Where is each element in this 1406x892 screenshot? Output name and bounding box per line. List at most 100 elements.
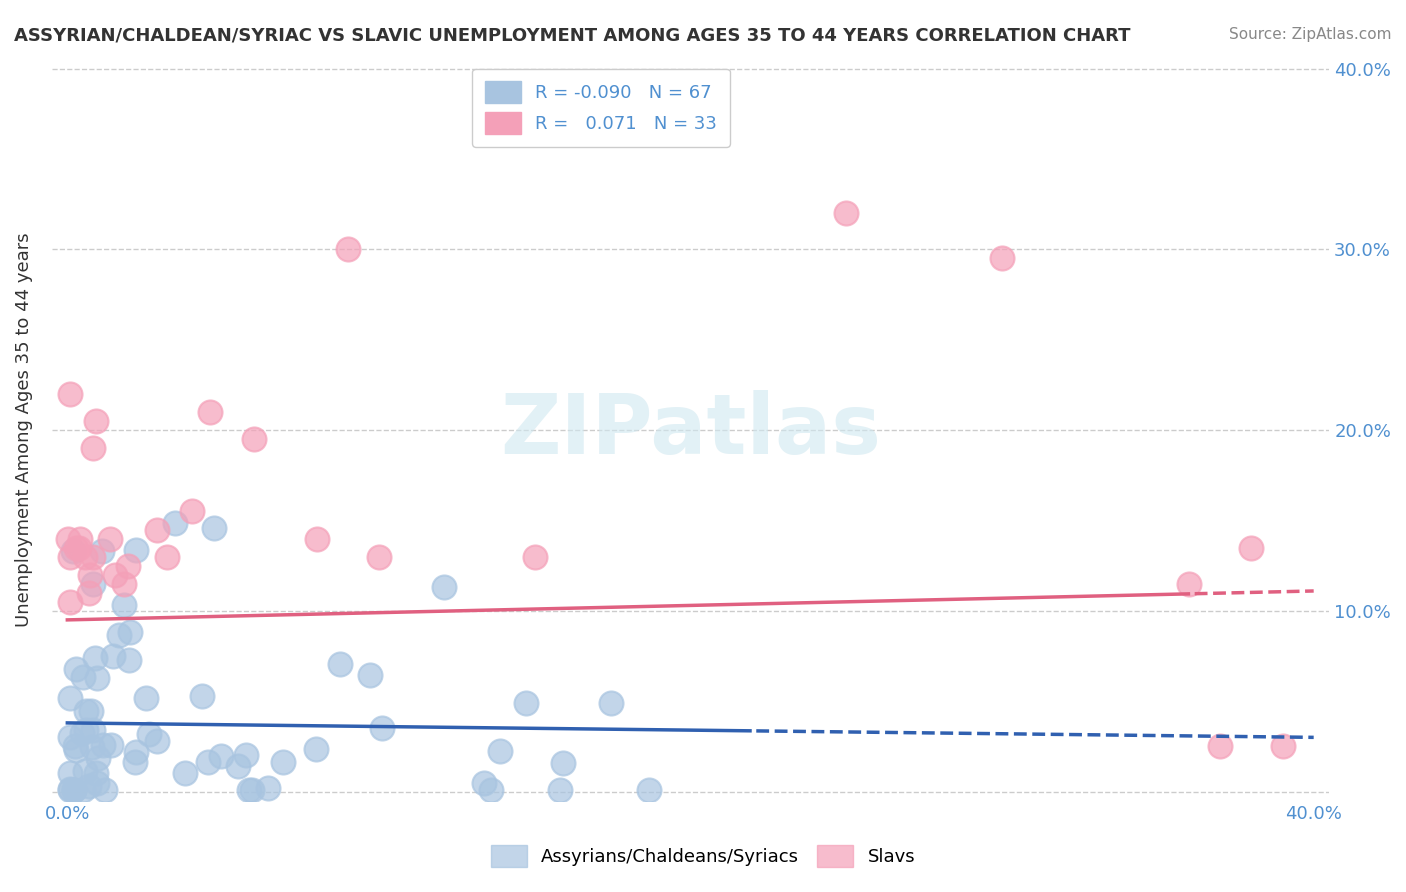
Point <box>202 521 225 535</box>
Point <box>146 523 169 537</box>
Point <box>368 549 391 564</box>
Y-axis label: Unemployment Among Ages 35 to 44 years: Unemployment Among Ages 35 to 44 years <box>15 233 32 627</box>
Point <box>67 541 90 555</box>
Point <box>69 532 91 546</box>
Point <box>65 743 87 757</box>
Point <box>238 782 260 797</box>
Point <box>551 756 574 770</box>
Point <box>82 577 104 591</box>
Point <box>101 649 124 664</box>
Point <box>100 738 122 752</box>
Text: Source: ZipAtlas.com: Source: ZipAtlas.com <box>1229 27 1392 42</box>
Point <box>104 567 127 582</box>
Point <box>58 532 80 546</box>
Point <box>1178 576 1201 591</box>
Point <box>240 782 263 797</box>
Point <box>70 726 93 740</box>
Point <box>124 755 146 769</box>
Point <box>191 689 214 703</box>
Point <box>600 696 623 710</box>
Point <box>637 782 659 797</box>
Point <box>1271 739 1294 754</box>
Point <box>84 651 107 665</box>
Point <box>86 775 108 789</box>
Point <box>481 782 503 797</box>
Point <box>181 504 204 518</box>
Point <box>59 690 82 705</box>
Point <box>118 653 141 667</box>
Point <box>489 744 512 758</box>
Point <box>271 755 294 769</box>
Point <box>75 723 97 737</box>
Point <box>243 432 266 446</box>
Point <box>336 243 359 257</box>
Point <box>80 704 103 718</box>
Point <box>59 387 82 401</box>
Point <box>63 739 86 754</box>
Point <box>59 595 82 609</box>
Point <box>87 750 110 764</box>
Point <box>86 672 108 686</box>
Point <box>98 532 121 546</box>
Point <box>59 731 82 745</box>
Point <box>371 721 394 735</box>
Point <box>305 742 328 756</box>
Point <box>82 723 104 738</box>
Point <box>75 704 97 718</box>
Point <box>91 738 114 752</box>
Point <box>62 543 84 558</box>
Point <box>173 765 195 780</box>
Point <box>112 598 135 612</box>
Point <box>226 759 249 773</box>
Point <box>63 782 86 797</box>
Point <box>1209 739 1232 754</box>
Point <box>198 405 221 419</box>
Point <box>515 696 537 710</box>
Point <box>72 782 94 797</box>
Point <box>135 691 157 706</box>
Point <box>472 776 495 790</box>
Point <box>256 780 278 795</box>
Point <box>90 544 112 558</box>
Point <box>65 662 87 676</box>
Point <box>209 748 232 763</box>
Point <box>523 549 546 564</box>
Legend: R = -0.090   N = 67, R =   0.071   N = 33: R = -0.090 N = 67, R = 0.071 N = 33 <box>472 69 730 147</box>
Point <box>235 748 257 763</box>
Point <box>94 782 117 797</box>
Point <box>138 727 160 741</box>
Point <box>329 657 352 672</box>
Point <box>73 764 96 779</box>
Point <box>59 782 82 797</box>
Point <box>117 558 139 573</box>
Point <box>197 755 219 769</box>
Point <box>82 549 104 564</box>
Point <box>77 586 100 600</box>
Legend: Assyrians/Chaldeans/Syriacs, Slavs: Assyrians/Chaldeans/Syriacs, Slavs <box>484 838 922 874</box>
Point <box>156 549 179 564</box>
Point <box>108 627 131 641</box>
Point <box>146 734 169 748</box>
Text: ASSYRIAN/CHALDEAN/SYRIAC VS SLAVIC UNEMPLOYMENT AMONG AGES 35 TO 44 YEARS CORREL: ASSYRIAN/CHALDEAN/SYRIAC VS SLAVIC UNEMP… <box>14 27 1130 45</box>
Point <box>679 97 702 112</box>
Point <box>80 740 103 755</box>
Point <box>359 668 381 682</box>
Point <box>124 542 146 557</box>
Point <box>59 782 82 797</box>
Point <box>835 206 858 220</box>
Point <box>124 745 146 759</box>
Point <box>79 567 101 582</box>
Point <box>112 576 135 591</box>
Point <box>86 766 108 780</box>
Point <box>84 414 107 428</box>
Point <box>77 779 100 793</box>
Point <box>63 782 86 797</box>
Point <box>1240 541 1263 555</box>
Point <box>991 252 1014 266</box>
Point <box>72 670 94 684</box>
Point <box>59 549 82 564</box>
Point <box>82 441 104 455</box>
Point <box>305 532 328 546</box>
Point <box>120 624 142 639</box>
Point <box>75 549 97 564</box>
